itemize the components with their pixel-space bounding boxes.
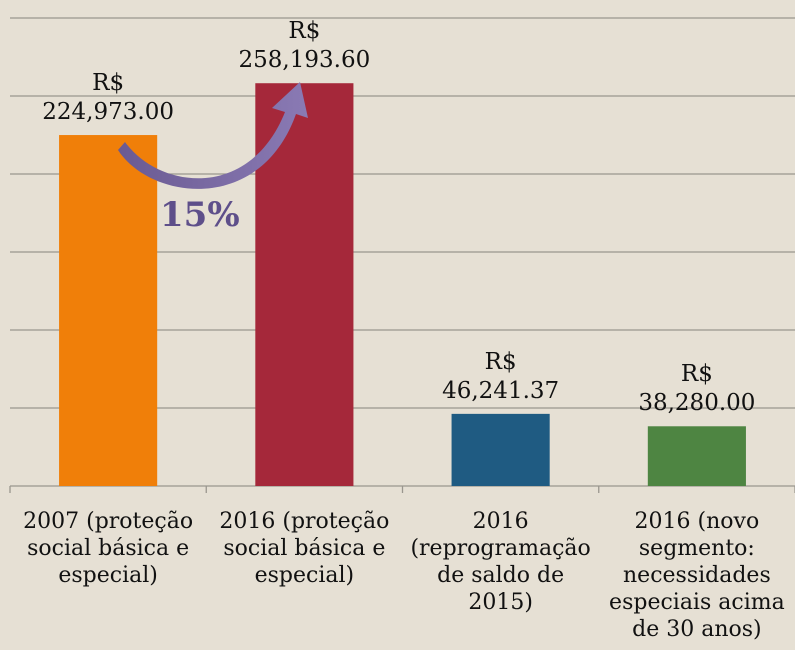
x-tick-label: 2016 (novo segmento: necessidades especi… bbox=[609, 509, 785, 642]
annotation: 15% bbox=[160, 195, 240, 235]
value-label: R$ 258,193.60 bbox=[238, 18, 371, 74]
x-tick-label: 2007 (proteção social básica e especial) bbox=[23, 509, 194, 588]
bar bbox=[451, 413, 550, 486]
value-label: R$ 38,280.00 bbox=[638, 361, 756, 417]
bar bbox=[59, 135, 158, 486]
growth-arrow bbox=[118, 82, 308, 189]
bar bbox=[647, 426, 746, 486]
x-tick-label: 2016 (proteção social básica e especial) bbox=[219, 509, 390, 588]
value-label: R$ 46,241.37 bbox=[442, 348, 560, 404]
value-label: R$ 224,973.00 bbox=[42, 70, 174, 126]
x-tick-label: 2016 (reprogramação de saldo de 2015) bbox=[410, 509, 591, 615]
